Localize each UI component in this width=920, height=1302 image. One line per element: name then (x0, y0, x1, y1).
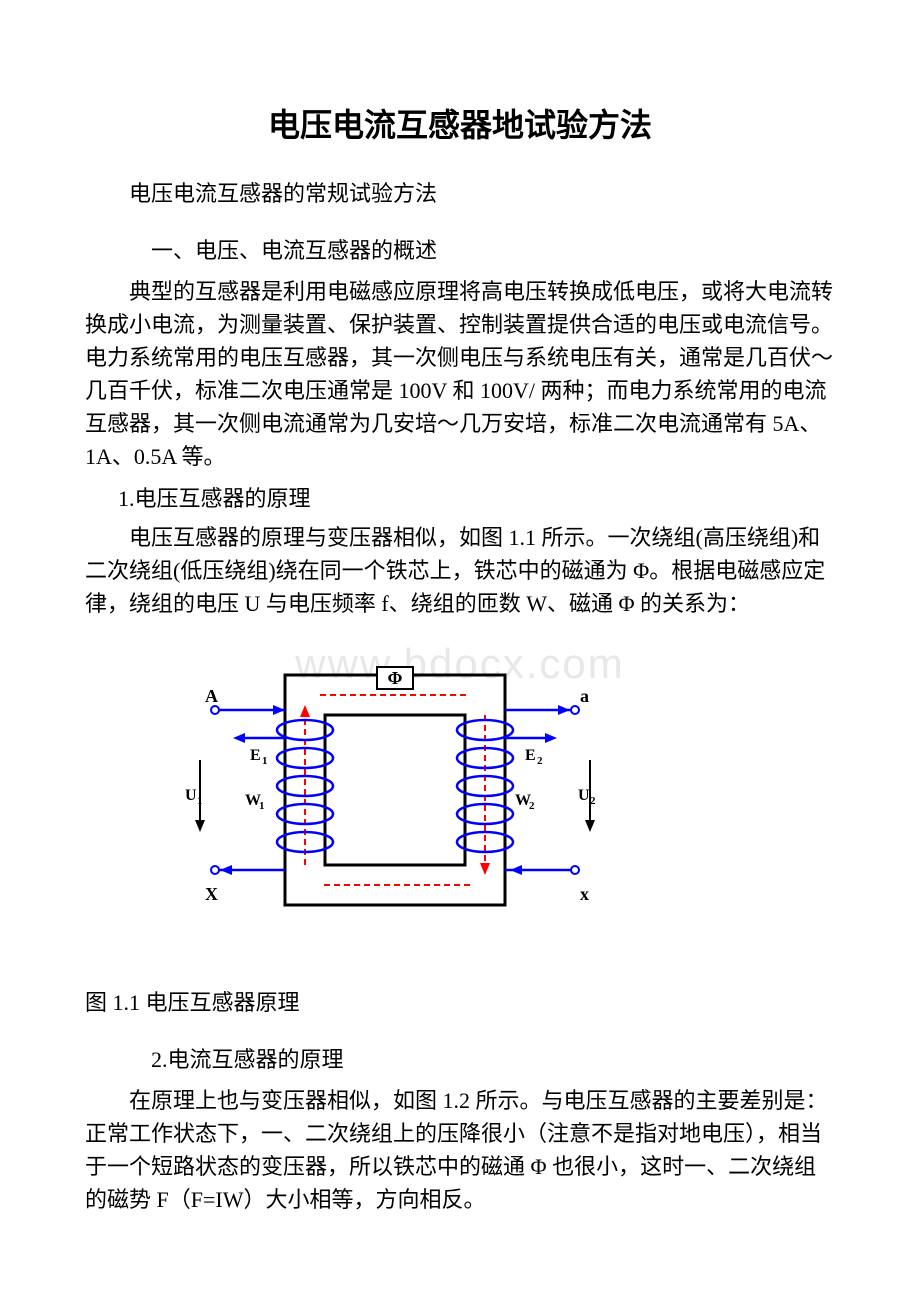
svg-text:a: a (580, 686, 589, 706)
svg-text:U: U (578, 787, 590, 804)
paragraph-2: 电压互感器的原理与变压器相似，如图 1.1 所示。一次绕组(高压绕组)和二次绕组… (85, 521, 835, 620)
svg-text:E: E (250, 747, 261, 764)
svg-text:E: E (525, 747, 536, 764)
svg-text:1: 1 (197, 795, 203, 807)
section-heading-1: 一、电压、电流互感器的概述 (85, 233, 835, 265)
svg-text:U: U (185, 787, 197, 804)
svg-text:X: X (205, 884, 218, 904)
sub-heading-2: 2.电流互感器的原理 (85, 1042, 835, 1074)
svg-text:1: 1 (262, 755, 268, 767)
sub-heading-1: 1.电压互感器的原理 (85, 481, 835, 513)
svg-text:x: x (580, 884, 589, 904)
figure-caption: 图 1.1 电压互感器原理 (85, 985, 835, 1017)
document-content: 电压电流互感器地试验方法 电压电流互感器的常规试验方法 一、电压、电流互感器的概… (85, 100, 835, 1216)
paragraph-3: 在原理上也与变压器相似，如图 1.2 所示。与电压互感器的主要差别是：正常工作状… (85, 1084, 835, 1216)
svg-text:A: A (205, 686, 218, 706)
diagram-svg: ΦAaE1E2U1U2W1W2Xx (185, 660, 605, 930)
transformer-diagram: ΦAaE1E2U1U2W1W2Xx (185, 660, 835, 935)
svg-text:2: 2 (590, 795, 596, 807)
svg-text:2: 2 (537, 755, 543, 767)
subtitle: 电压电流互感器的常规试验方法 (85, 176, 835, 208)
page-title: 电压电流互感器地试验方法 (85, 100, 835, 146)
svg-text:1: 1 (259, 800, 265, 812)
paragraph-1: 典型的互感器是利用电磁感应原理将高电压转换成低电压，或将大电流转换成小电流，为测… (85, 275, 835, 473)
svg-text:2: 2 (529, 800, 535, 812)
svg-text:Φ: Φ (388, 668, 403, 688)
